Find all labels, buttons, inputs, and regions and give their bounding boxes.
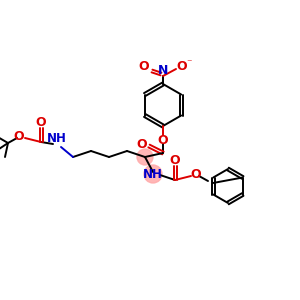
Circle shape — [137, 149, 153, 165]
Text: O: O — [191, 169, 201, 182]
Circle shape — [144, 165, 162, 183]
Text: O: O — [137, 139, 147, 152]
Text: N: N — [158, 64, 168, 77]
Text: NH: NH — [47, 133, 67, 146]
Text: NH: NH — [143, 167, 163, 181]
Text: O: O — [36, 116, 46, 128]
Text: O: O — [14, 130, 24, 143]
Text: O: O — [177, 59, 187, 73]
Text: O: O — [158, 134, 168, 148]
Text: O: O — [139, 59, 149, 73]
Text: ⁻: ⁻ — [186, 58, 192, 68]
Text: O: O — [170, 154, 180, 166]
